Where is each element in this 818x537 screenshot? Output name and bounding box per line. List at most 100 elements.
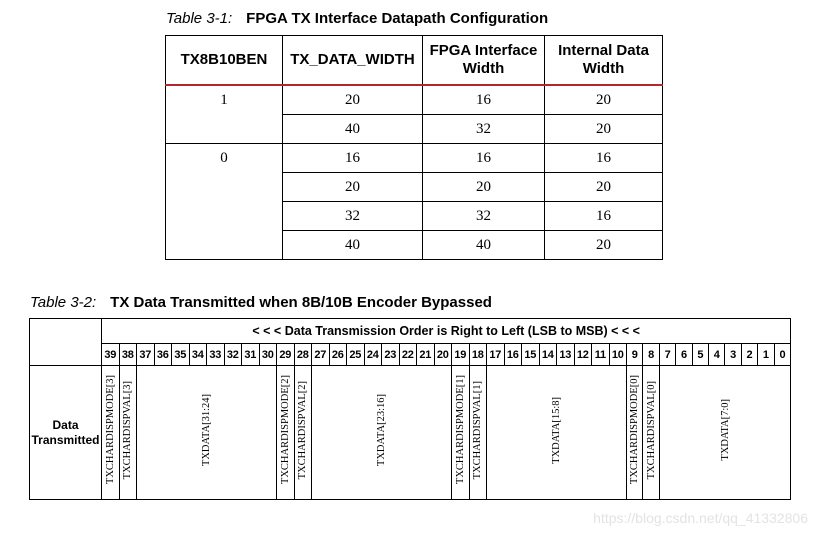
table-cell: 32 [282,201,423,231]
bit-index-cell: 35 [171,343,190,366]
bit-index-cell: 21 [416,343,435,366]
watermark: https://blog.csdn.net/qq_41332806 [593,510,808,526]
table2-corner-cell [29,318,102,366]
bit-index-cell: 12 [573,343,592,366]
fpga-tx-datapath-table: TX8B10BEN TX_DATA_WIDTH FPGA Interface Wid… [165,35,663,260]
bit-index-cell: 24 [363,343,382,366]
data-field-cell: TXCHARDISPMODE[0] [625,365,644,500]
table-cell: 40 [282,230,423,260]
data-field-label: TXDATA[23:16] [376,393,387,467]
bit-index-cell: 1 [757,343,775,366]
table-cell: 20 [544,172,663,202]
data-field-label: TXCHARDISPMODE[1] [454,375,466,485]
row-header-line1: Data [52,417,79,432]
table-cell: 32 [422,201,545,231]
table-row: 32 32 16 [166,201,663,231]
bit-index-cell: 3 [724,343,742,366]
bit-index-cell: 5 [691,343,709,366]
data-field-cell: TXDATA[7:0] [658,365,792,500]
bit-index-cell: 8 [642,343,660,366]
data-field-cell: TXCHARDISPVAL[2] [293,365,312,500]
bit-index-cell: 4 [707,343,726,366]
data-field-label: TXCHARDISPVAL[0] [645,380,657,480]
table-cell: 32 [422,114,545,144]
bit-index-cell: 30 [258,343,277,366]
data-field-label: TXCHARDISPMODE[0] [629,375,641,485]
bit-index-cell: 29 [276,343,295,366]
row-header-line2: Transmitted [31,432,100,447]
bit-index-cell: 19 [451,343,470,366]
data-field-cell: TXCHARDISPMODE[3] [101,365,120,500]
bit-index-cell: 7 [658,343,677,366]
bit-index-cell: 0 [773,343,792,366]
bit-index-cell: 32 [223,343,242,366]
transmission-order-banner: < < < Data Transmission Order is Right t… [100,318,792,344]
data-field-label: TXDATA[7:0] [719,399,731,461]
data-field-cell: TXDATA[15:8] [486,365,627,500]
bit-index-cell: 22 [398,343,417,366]
data-field-label: TXCHARDISPMODE[3] [104,375,116,485]
tx-data-transmitted-table: < < < Data Transmission Order is Right t… [29,318,792,500]
table-cell: 20 [544,230,663,260]
bit-index-cell: 26 [328,343,347,366]
bit-index-cell: 20 [433,343,452,366]
data-field-label: TXCHARDISPVAL[3] [122,380,134,480]
bit-index-cell: 15 [521,343,540,366]
table-row: 0 16 16 16 [165,143,663,260]
data-field-cell: TXDATA[31:24] [136,365,277,500]
table1-header-cell: TX8B10BEN [165,35,283,86]
table-cell: 16 [544,143,663,173]
table-cell: 16 [422,84,545,115]
data-field-cell: TXCHARDISPVAL[3] [118,365,137,500]
data-field-cell: TXCHARDISPMODE[1] [451,365,470,500]
table-row: 1 20 16 20 [165,84,663,144]
table1-caption-title: FPGA TX Interface Datapath Configuration [246,10,549,27]
bit-index-cell: 25 [346,343,365,366]
table-cell: 20 [544,114,663,144]
data-field-cell: TXCHARDISPVAL[1] [468,365,487,500]
data-field-cell: TXCHARDISPMODE[2] [276,365,295,500]
tx8b10ben-cell: 0 [165,143,283,260]
table1-header-row: TX8B10BEN TX_DATA_WIDTH FPGA Interface Wid… [165,35,663,86]
table-row: 40 40 20 [166,230,663,260]
data-field-label: TXCHARDISPMODE[2] [279,375,291,485]
bit-index-cell: 39 [101,343,120,366]
table2-caption-title: TX Data Transmitted when 8B/10B Encoder … [110,294,492,311]
table-cell: 16 [422,143,545,173]
bit-index-cell: 18 [468,343,487,366]
bit-index-cell: 14 [538,343,557,366]
table1-caption: Table 3-1: FPGA TX Interface Datapath Con… [166,10,548,27]
bit-index-cell: 10 [608,343,627,366]
table-cell: 20 [422,172,545,202]
table-cell: 40 [422,230,545,260]
table-row: 40 32 20 [166,114,663,144]
table-cell: 20 [282,84,423,115]
tx8b10ben-cell: 1 [165,84,283,144]
data-field-cell: TXCHARDISPVAL[0] [642,365,660,500]
table-cell: 16 [544,201,663,231]
bit-index-cell: 9 [625,343,644,366]
table2-caption: Table 3-2: TX Data Transmitted when 8B/10… [30,294,492,311]
bit-index-cell: 31 [241,343,260,366]
data-field-cell: TXDATA[23:16] [311,365,452,500]
table1-caption-label: Table 3-1: [166,10,233,27]
table-cell: 16 [282,143,423,173]
data-field-label: TXCHARDISPVAL[1] [472,380,484,480]
table1-header-cell: Internal Data Width [544,35,663,86]
bit-index-cell: 34 [188,343,207,366]
bit-index-row: 39 38 37 36 35 34 33 32 31 30 29 28 27 26 25 24 23 22 21 20… [30,343,792,366]
bit-index-cell: 28 [293,343,312,366]
table-cell: 20 [544,84,663,115]
bit-index-cell: 36 [153,343,172,366]
bit-index-cell: 2 [740,343,759,366]
bit-index-cell: 38 [118,343,137,366]
bit-index-cell: 13 [556,343,575,366]
bit-index-cell: 17 [486,343,505,366]
data-field-label: TXDATA[15:8] [551,396,562,464]
data-transmitted-row-header: Data Transmitted [29,365,102,500]
bit-index-cell: 6 [675,343,693,366]
data-field-label: TXDATA[31:24] [201,393,212,467]
data-field-label: TXCHARDISPVAL[2] [297,380,309,480]
table-cell: 40 [282,114,423,144]
bit-index-cell: 16 [503,343,522,366]
